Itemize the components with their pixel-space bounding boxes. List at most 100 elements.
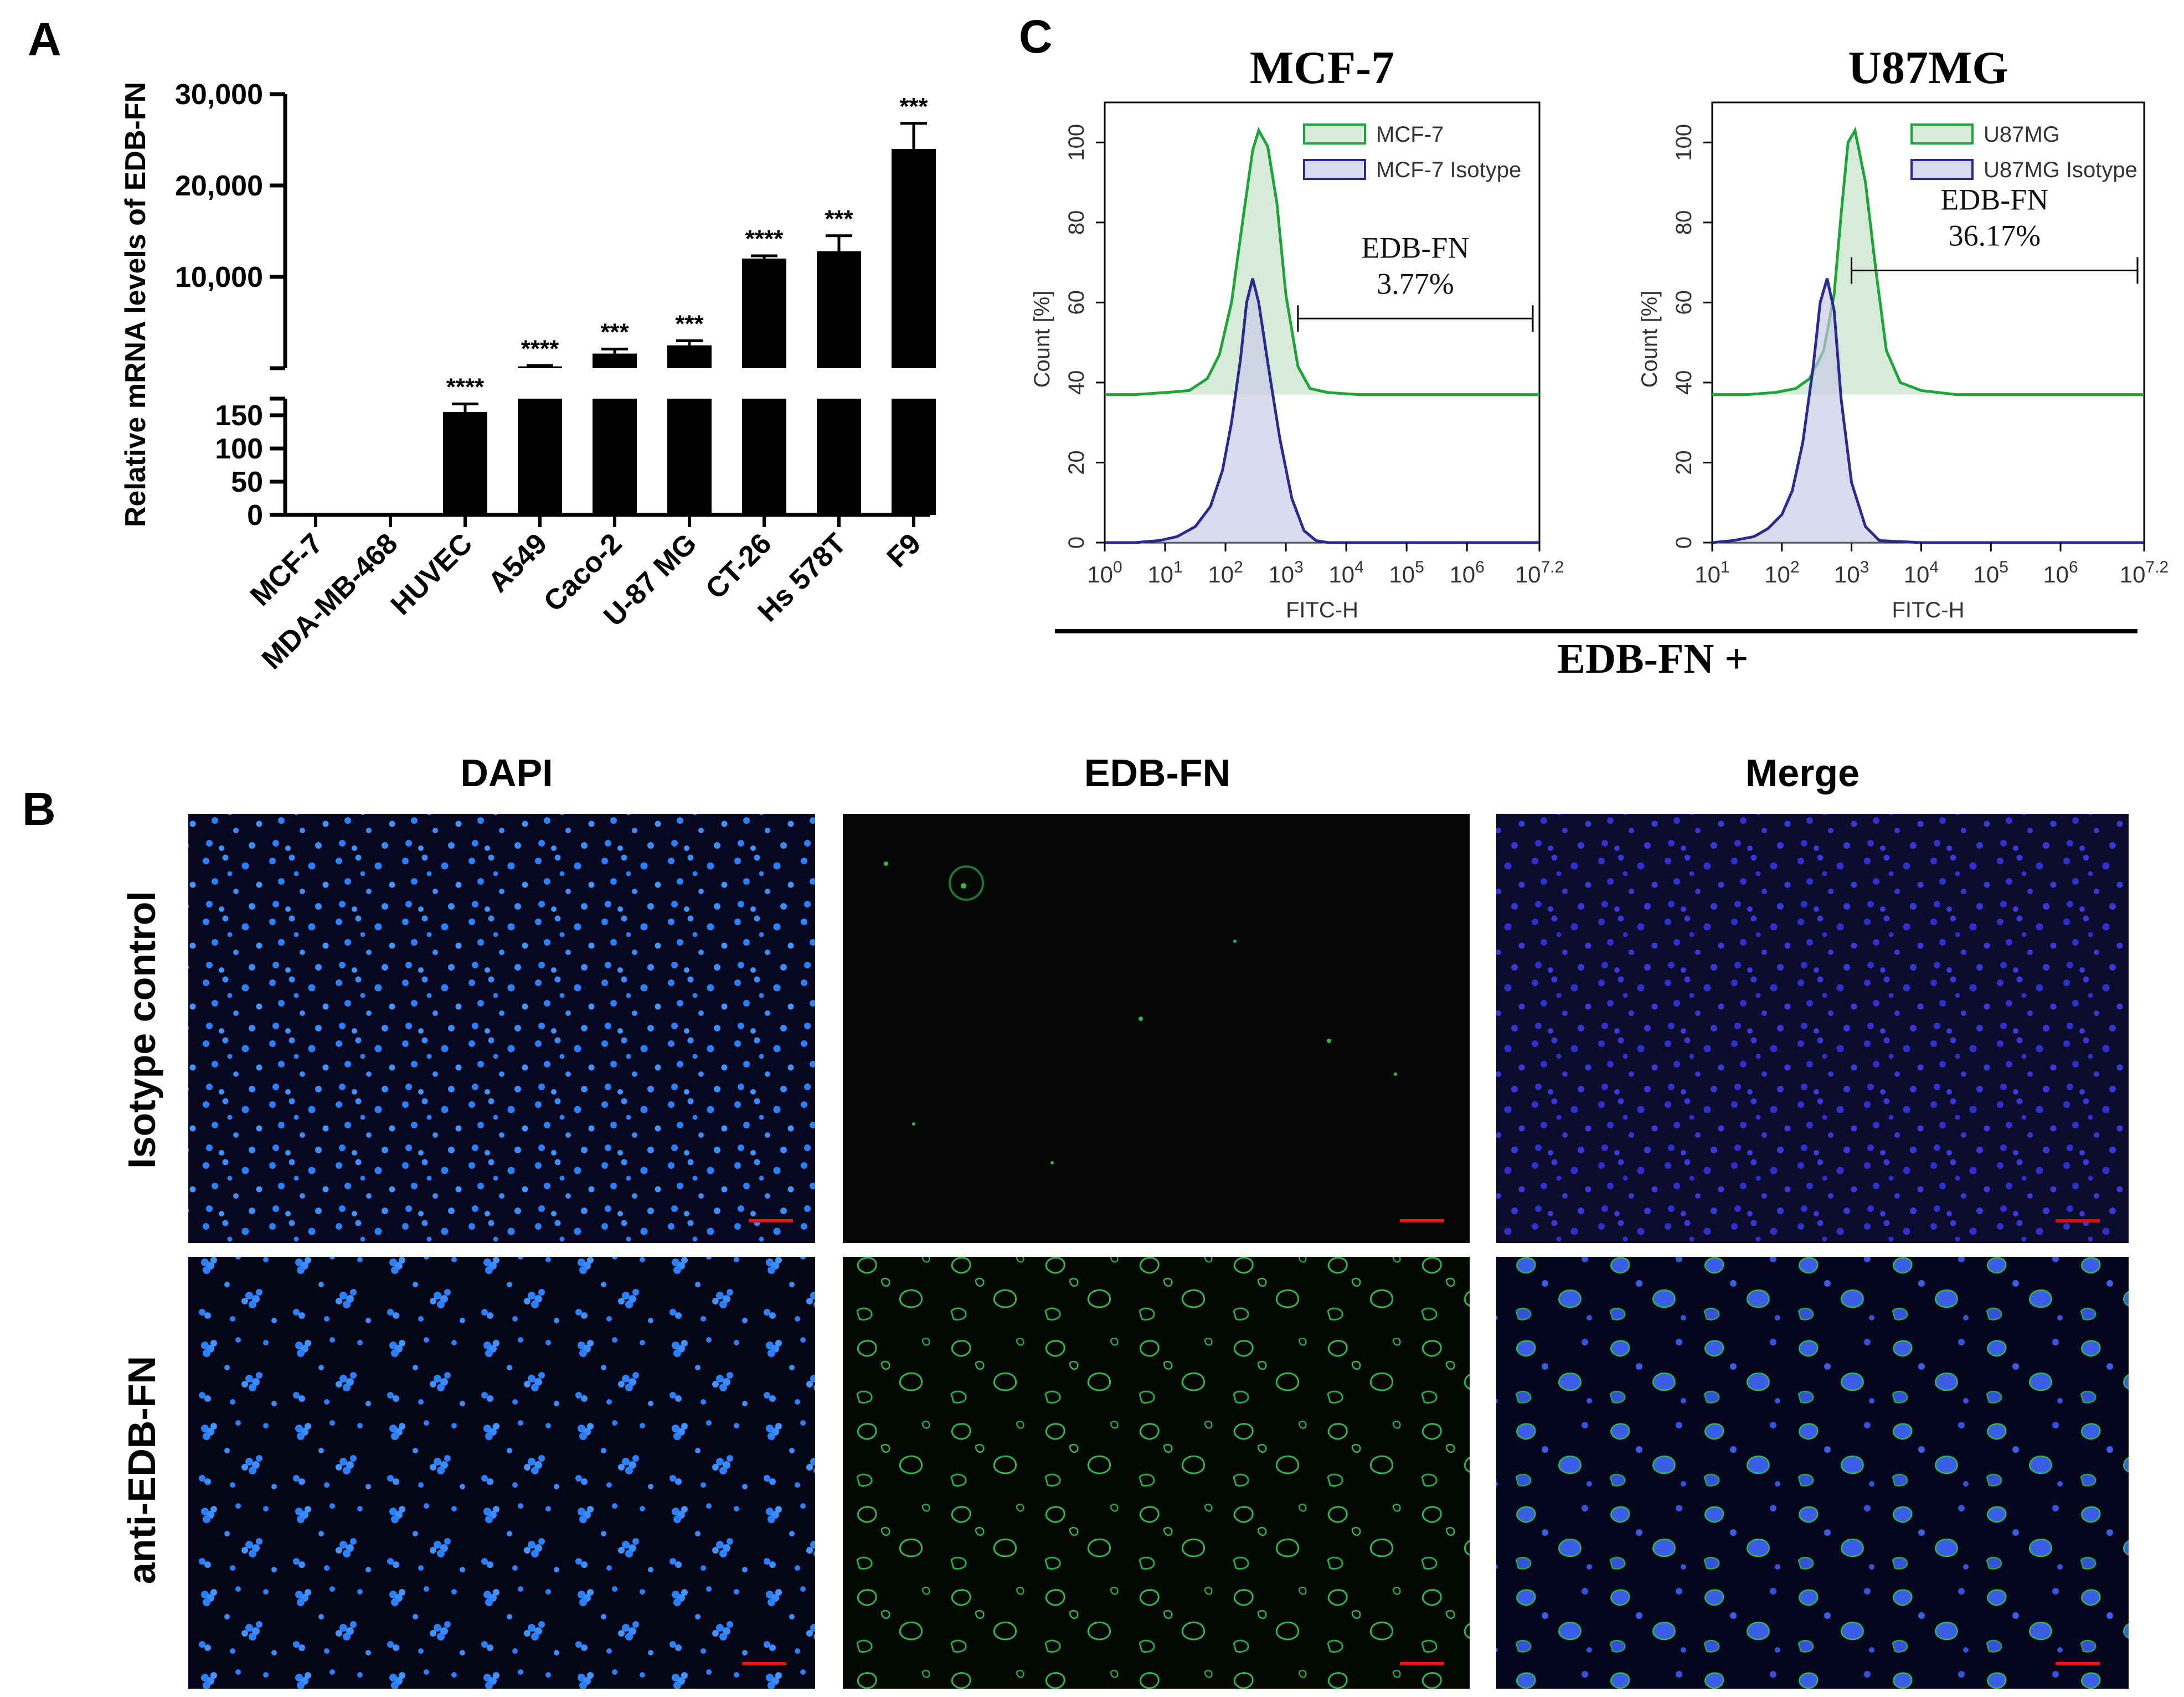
mcf7-x-tick-label: 103 <box>1268 558 1303 587</box>
image-isotype-edb-fn <box>843 814 1470 1243</box>
mcf7-legend-label-sample: MCF-7 <box>1376 122 1444 147</box>
y-tick-label-upper: 30,000 <box>175 79 263 111</box>
bar-upper-part <box>817 251 861 368</box>
mcf7-y-tick-label: 80 <box>1064 210 1089 235</box>
bar-lower-part <box>817 399 861 515</box>
u87mg-legend-swatch-sample <box>1910 123 1974 145</box>
mcf7-y-tick-label: 100 <box>1064 124 1089 161</box>
u87mg-series-line-0 <box>1712 126 2144 396</box>
bar-upper-part <box>892 149 936 368</box>
row-label-anti-edb-fn: anti-EDB-FN <box>120 1356 163 1584</box>
x-tick-label: MDA-MB-468 <box>256 527 404 675</box>
y-tick-label-lower: 150 <box>215 400 263 432</box>
u87mg-y-tick-label: 20 <box>1672 450 1696 475</box>
panel-c-footer: EDB-FN + <box>1557 636 1748 682</box>
u87mg-x-tick-label: 106 <box>2043 558 2078 587</box>
panel-label-b: B <box>22 783 56 835</box>
col-header-dapi: DAPI <box>460 751 553 795</box>
u87mg-y-tick-label: 60 <box>1672 290 1696 315</box>
x-tick-label: A549 <box>482 527 554 599</box>
image-isotype-dapi <box>188 814 815 1243</box>
panel-label-c: C <box>1019 11 1053 63</box>
u87mg-histogram-title: U87MG <box>1848 42 2008 94</box>
bar-lower-part <box>518 399 562 515</box>
sparse-green-specks <box>884 862 1397 1164</box>
mcf7-x-tick-label: 101 <box>1147 558 1182 587</box>
u87mg-legend-label-isotype: U87MG Isotype <box>1984 158 2137 182</box>
u87mg-legend-label-sample: U87MG <box>1984 122 2060 147</box>
image-anti-edb-fn-merge <box>1496 1257 2129 1689</box>
mcf7-x-tick-label: 102 <box>1208 558 1243 587</box>
significance-marker: **** <box>446 374 485 401</box>
u87mg-x-tick-label: 107.2 <box>2120 558 2168 587</box>
mcf7-x-tick-label: 107.2 <box>1515 558 1564 587</box>
significance-marker: **** <box>521 335 559 362</box>
bar-lower-part <box>593 399 637 515</box>
significance-marker: **** <box>745 225 784 252</box>
mcf7-legend-swatch-isotype <box>1303 159 1366 180</box>
x-tick-label: F9 <box>881 527 928 574</box>
y-tick-label-lower: 100 <box>215 433 263 465</box>
mcf7-x-tick-label: 105 <box>1389 558 1424 587</box>
microscopy-panel-b: DAPI EDB-FN Merge Isotype control anti-E… <box>120 751 2129 1689</box>
u87mg-x-tick-label: 104 <box>1904 558 1939 587</box>
u87mg-y-tick-label: 80 <box>1672 210 1696 235</box>
mcf7-y-tick-label: 0 <box>1064 537 1089 549</box>
significance-marker: *** <box>600 318 629 345</box>
bar-lower-part <box>742 399 786 515</box>
panel-label-a: A <box>28 13 61 65</box>
histogram-panel-c: MCF-7 0 20 40 60 80 100 Count [%] 100 101 102 103 10… <box>1030 42 2168 622</box>
u87mg-y-tick-label: 40 <box>1672 370 1696 395</box>
mcf7-legend-swatch-sample <box>1303 123 1366 145</box>
u87mg-x-tick-label: 103 <box>1834 558 1869 587</box>
u87mg-y-tick-label: 100 <box>1672 124 1696 161</box>
u87mg-gate-percent: 36.17% <box>1949 219 2041 252</box>
mcf7-x-tick-label: 106 <box>1449 558 1484 587</box>
y-tick-label-upper: 20,000 <box>175 170 263 202</box>
u87mg-series-line-1 <box>1712 278 2144 544</box>
y-tick-label-upper: 10,000 <box>175 261 263 293</box>
bar-upper-part <box>742 259 786 368</box>
row-label-isotype-control: Isotype control <box>120 891 163 1169</box>
col-header-merge: Merge <box>1745 751 1860 795</box>
y-axis-title: Relative mRNA levels of EDB-FN <box>120 82 152 527</box>
significance-marker: *** <box>899 93 928 120</box>
bar-upper-part <box>593 353 637 368</box>
u87mg-x-tick-label: 101 <box>1694 558 1729 587</box>
mcf7-gate-label: EDB-FN <box>1361 231 1469 264</box>
u87mg-y-axis-title: Count [%] <box>1637 291 1662 388</box>
y-tick-label-lower: 50 <box>231 466 263 498</box>
u87mg-x-tick-label: 105 <box>1974 558 2008 587</box>
image-anti-edb-fn-dapi <box>188 1257 815 1689</box>
mcf7-y-tick-label: 20 <box>1064 450 1089 475</box>
x-tick-label: HUVEC <box>385 527 479 621</box>
cell-ring-artifact <box>949 865 984 901</box>
mcf7-y-tick-label: 40 <box>1064 370 1089 395</box>
u87mg-x-tick-label: 102 <box>1764 558 1799 587</box>
u87mg-gate-label: EDB-FN <box>1940 183 2048 216</box>
bar-upper-part <box>518 366 562 368</box>
u87mg-series-fill-1 <box>1712 278 2144 543</box>
u87mg-legend-swatch-isotype <box>1910 159 1974 180</box>
u87mg-y-tick-label: 0 <box>1672 537 1696 549</box>
mcf7-series-line-0 <box>1105 127 1539 396</box>
bar <box>443 412 487 515</box>
mcf7-x-axis-title: FITC-H <box>1286 598 1358 622</box>
significance-marker: *** <box>675 311 704 338</box>
mcf7-series-line-1 <box>1105 278 1539 544</box>
mcf7-histogram-title: MCF-7 <box>1250 42 1394 94</box>
bar-lower-part <box>892 399 936 515</box>
mcf7-legend-label-isotype: MCF-7 Isotype <box>1376 158 1521 182</box>
significance-marker: *** <box>825 205 853 233</box>
mcf7-x-tick-label: 104 <box>1328 558 1363 587</box>
mcf7-y-axis-title: Count [%] <box>1030 291 1054 388</box>
mcf7-y-tick-label: 60 <box>1064 290 1089 315</box>
u87mg-x-axis-title: FITC-H <box>1892 598 1964 622</box>
bar-upper-part <box>667 345 712 368</box>
image-anti-edb-fn-edb-fn <box>843 1257 1470 1689</box>
mcf7-x-tick-label: 100 <box>1087 558 1122 587</box>
image-isotype-merge <box>1496 814 2129 1243</box>
